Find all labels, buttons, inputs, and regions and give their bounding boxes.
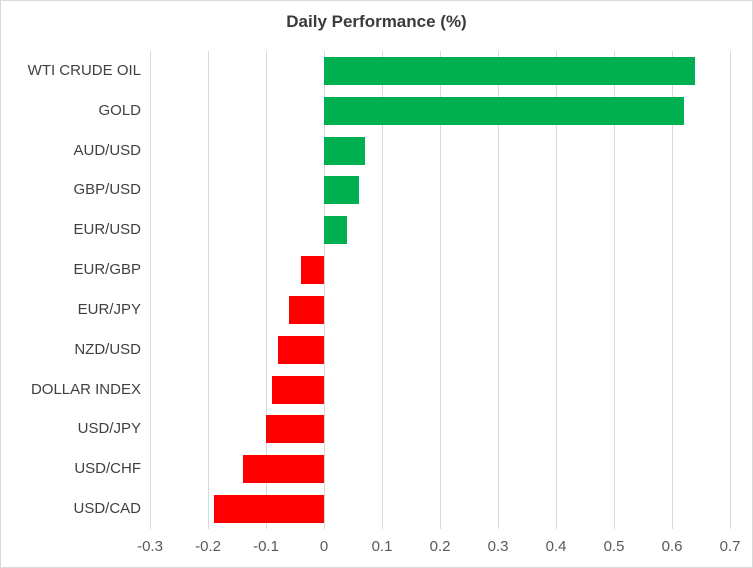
x-tick-label: 0	[319, 538, 329, 555]
gridline	[323, 51, 325, 529]
gridline	[265, 51, 267, 529]
category-label: EUR/USD	[73, 221, 141, 239]
gridline	[439, 51, 441, 529]
x-tick-label: 0.6	[661, 538, 683, 555]
gridline	[381, 51, 383, 529]
x-tick-label: 0.4	[545, 538, 567, 555]
x-tick-label: -0.2	[195, 538, 221, 555]
x-tick-label: -0.3	[137, 538, 163, 555]
category-label: USD/CHF	[74, 460, 141, 478]
gridline	[497, 51, 499, 529]
gridline	[207, 51, 209, 529]
category-label: USD/JPY	[77, 420, 141, 438]
x-tick-label: 0.2	[429, 538, 451, 555]
category-axis: WTI CRUDE OIL GOLD AUD/USD GBP/USD EUR/USD EU…	[1, 51, 141, 529]
x-tick-label: 0.5	[603, 538, 625, 555]
bar	[324, 216, 348, 245]
x-tick-label: 0.3	[487, 538, 509, 555]
gridline	[149, 51, 151, 529]
bar	[324, 176, 359, 205]
category-label: NZD/USD	[74, 340, 141, 358]
x-axis: -0.3 -0.2 -0.1 0 0.1 0.2 0.3 0.4 0.5 0.6 0.7	[1, 537, 752, 561]
gridline	[729, 51, 731, 529]
bar	[266, 415, 324, 444]
bar	[271, 375, 324, 404]
bar	[300, 256, 324, 285]
category-label: EUR/GBP	[73, 261, 141, 279]
bar	[324, 96, 684, 125]
plot-area	[149, 51, 731, 529]
bar	[324, 136, 365, 165]
gridline	[671, 51, 673, 529]
bar	[289, 295, 324, 324]
x-tick-label: -0.1	[253, 538, 279, 555]
bar	[277, 335, 324, 364]
category-label: USD/CAD	[73, 500, 141, 518]
category-label: WTI CRUDE OIL	[27, 61, 141, 79]
chart-title: Daily Performance (%)	[286, 12, 467, 31]
category-label: DOLLAR INDEX	[30, 380, 141, 398]
x-tick-label: 0.7	[719, 538, 741, 555]
category-label: AUD/USD	[73, 141, 141, 159]
gridline	[613, 51, 615, 529]
bar	[213, 495, 324, 524]
category-label: GBP/USD	[73, 181, 141, 199]
category-label: GOLD	[98, 101, 141, 119]
bar	[324, 56, 696, 85]
x-tick-label: 0.1	[371, 538, 393, 555]
gridline	[555, 51, 557, 529]
category-label: EUR/JPY	[77, 300, 141, 318]
bar	[242, 455, 324, 484]
